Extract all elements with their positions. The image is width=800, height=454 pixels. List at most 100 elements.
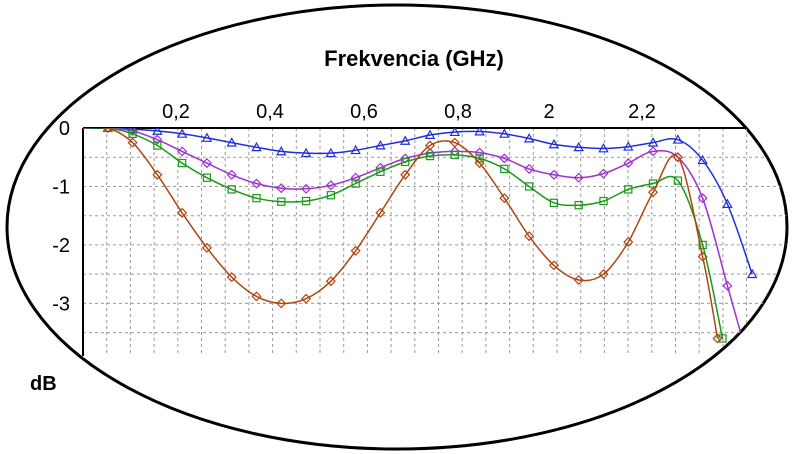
y-tick-labels: 0 -1 -2 -3 — [52, 118, 70, 315]
data-point-diamond — [276, 183, 287, 194]
y-tick-label: -1 — [52, 176, 70, 198]
data-point-triangle — [201, 132, 213, 142]
data-point-diamond — [648, 187, 659, 198]
data-point-square — [549, 198, 559, 208]
data-point-diamond — [127, 128, 138, 136]
data-point-square — [128, 129, 137, 139]
data-point-diamond — [152, 169, 163, 180]
data-point-diamond — [548, 260, 559, 271]
data-point-square — [425, 151, 435, 161]
chart-title: Frekvencia (GHz) — [324, 46, 504, 71]
data-point-diamond — [712, 333, 723, 344]
x-tick-label: 0,4 — [256, 101, 284, 123]
data-point-diamond — [226, 169, 237, 180]
data-point-triangle — [523, 133, 535, 143]
data-point-diamond — [177, 146, 188, 157]
series-4 — [83, 128, 723, 344]
data-point-triangle — [647, 137, 659, 147]
data-point-triangle — [300, 147, 312, 158]
data-point-diamond — [375, 207, 386, 218]
data-point-diamond — [251, 178, 262, 189]
data-point-triangle — [474, 128, 485, 136]
data-point-diamond — [325, 276, 336, 287]
data-point-triangle — [499, 128, 510, 138]
data-point-square — [698, 240, 707, 250]
data-point-diamond — [201, 158, 212, 169]
data-point-square — [202, 173, 212, 182]
data-point-diamond — [722, 280, 733, 291]
x-tick-label: 2,2 — [628, 101, 656, 123]
data-point-triangle — [276, 145, 287, 156]
y-tick-label: -2 — [52, 235, 70, 257]
data-point-diamond — [623, 158, 634, 169]
data-point-square — [500, 164, 509, 174]
x-tick-label: 0,2 — [162, 101, 190, 123]
data-point-diamond — [177, 207, 188, 218]
x-tick-label: 0,6 — [350, 101, 378, 123]
data-point-square — [301, 196, 311, 206]
y-tick-label: 0 — [59, 118, 70, 140]
data-point-triangle — [350, 144, 361, 155]
x-tick-label: 2 — [543, 101, 554, 123]
data-point-triangle — [746, 268, 758, 279]
data-point-diamond — [499, 153, 510, 164]
data-point-triangle — [697, 154, 708, 165]
data-point-triangle — [251, 141, 262, 152]
data-point-diamond — [127, 137, 138, 148]
data-point-diamond — [251, 291, 262, 302]
data-point-triangle — [152, 128, 163, 135]
data-point-square — [376, 167, 385, 177]
data-point-square — [574, 200, 583, 210]
data-point-triangle — [176, 128, 188, 138]
series-line — [83, 128, 719, 339]
data-point-diamond — [499, 193, 510, 204]
data-point-diamond — [325, 180, 336, 191]
data-point-square — [252, 193, 261, 203]
data-point-diamond — [424, 140, 436, 151]
data-point-diamond — [598, 168, 609, 179]
data-point-diamond — [524, 163, 535, 174]
data-point-triangle — [672, 134, 684, 144]
series-line — [83, 128, 724, 339]
data-point-square — [673, 176, 683, 185]
data-point-triangle — [722, 198, 733, 208]
data-point-diamond — [152, 134, 163, 145]
data-point-diamond — [672, 152, 683, 163]
data-point-triangle — [226, 137, 237, 147]
series-3 — [83, 128, 727, 343]
data-point-square — [227, 185, 236, 194]
data-point-square — [351, 179, 360, 188]
data-point-square — [599, 196, 608, 206]
data-point-diamond — [697, 251, 708, 262]
data-point-diamond — [697, 193, 708, 204]
series-line — [83, 128, 753, 275]
data-point-triangle — [573, 141, 584, 152]
data-point-triangle — [424, 129, 436, 139]
data-point-diamond — [226, 272, 237, 283]
data-point-diamond — [400, 169, 411, 180]
data-point-diamond — [648, 146, 659, 157]
data-point-square — [177, 158, 187, 168]
data-point-diamond — [623, 236, 634, 248]
data-point-diamond — [598, 269, 609, 280]
data-point-diamond — [102, 128, 113, 134]
data-point-triangle — [623, 141, 634, 151]
data-point-square — [401, 157, 410, 167]
x-tick-labels: 0,2 0,4 0,6 0,8 2 2,2 — [162, 101, 656, 123]
data-point-triangle — [548, 138, 560, 149]
data-point-square — [718, 334, 727, 343]
data-point-square — [326, 191, 336, 200]
data-point-diamond — [350, 172, 361, 183]
data-point-diamond — [276, 298, 287, 309]
y-tick-label: -3 — [52, 293, 70, 315]
data-point-triangle — [325, 147, 337, 158]
data-point-diamond — [201, 242, 212, 253]
data-point-diamond — [424, 148, 436, 159]
x-tick-label: 0,8 — [444, 101, 472, 123]
data-point-diamond — [524, 231, 535, 242]
data-point-diamond — [474, 147, 485, 158]
data-point-diamond — [301, 293, 312, 304]
data-point-diamond — [573, 172, 584, 183]
data-point-square — [524, 182, 534, 191]
data-point-diamond — [449, 137, 460, 148]
